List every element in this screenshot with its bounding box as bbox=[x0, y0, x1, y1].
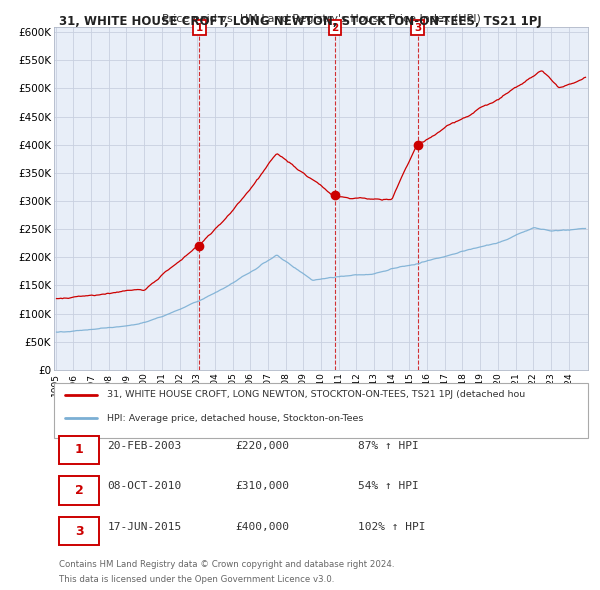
FancyBboxPatch shape bbox=[59, 435, 100, 464]
Text: 31, WHITE HOUSE CROFT, LONG NEWTON, STOCKTON-ON-TEES, TS21 1PJ (detached hou: 31, WHITE HOUSE CROFT, LONG NEWTON, STOC… bbox=[107, 391, 526, 399]
FancyBboxPatch shape bbox=[59, 517, 100, 546]
Text: This data is licensed under the Open Government Licence v3.0.: This data is licensed under the Open Gov… bbox=[59, 575, 335, 584]
Text: 102% ↑ HPI: 102% ↑ HPI bbox=[358, 522, 426, 532]
Text: 20-FEB-2003: 20-FEB-2003 bbox=[107, 441, 182, 451]
Text: 3: 3 bbox=[414, 22, 421, 32]
Text: 54% ↑ HPI: 54% ↑ HPI bbox=[358, 481, 419, 491]
Text: £400,000: £400,000 bbox=[236, 522, 290, 532]
FancyBboxPatch shape bbox=[59, 476, 100, 505]
Text: £220,000: £220,000 bbox=[236, 441, 290, 451]
Text: Contains HM Land Registry data © Crown copyright and database right 2024.: Contains HM Land Registry data © Crown c… bbox=[59, 560, 395, 569]
Text: 17-JUN-2015: 17-JUN-2015 bbox=[107, 522, 182, 532]
Text: 08-OCT-2010: 08-OCT-2010 bbox=[107, 481, 182, 491]
Text: 1: 1 bbox=[196, 22, 203, 32]
Text: 31, WHITE HOUSE CROFT, LONG NEWTON, STOCKTON-ON-TEES, TS21 1PJ: 31, WHITE HOUSE CROFT, LONG NEWTON, STOC… bbox=[59, 15, 541, 28]
Text: 3: 3 bbox=[75, 525, 83, 537]
Text: 87% ↑ HPI: 87% ↑ HPI bbox=[358, 441, 419, 451]
Text: 2: 2 bbox=[75, 484, 84, 497]
FancyBboxPatch shape bbox=[54, 383, 588, 438]
Text: HPI: Average price, detached house, Stockton-on-Tees: HPI: Average price, detached house, Stoc… bbox=[107, 414, 364, 423]
Title: Price paid vs. HM Land Registry's House Price Index (HPI): Price paid vs. HM Land Registry's House … bbox=[161, 14, 481, 24]
Text: £310,000: £310,000 bbox=[236, 481, 290, 491]
Text: 1: 1 bbox=[75, 443, 84, 456]
Text: 2: 2 bbox=[331, 22, 338, 32]
